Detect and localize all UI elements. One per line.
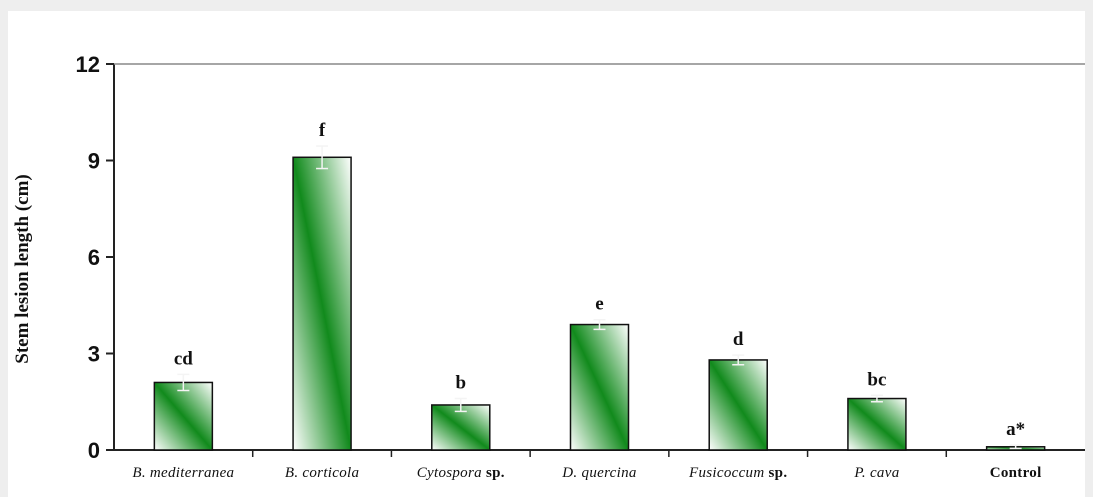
y-tick-label: 9 <box>88 149 100 174</box>
axes: 0 3 6 9 12 <box>76 52 1085 463</box>
x-category-label: Control <box>990 465 1042 481</box>
y-tick-label: 6 <box>88 245 100 270</box>
significance-labels: cd f b e d bc a* <box>174 120 1025 440</box>
bar <box>847 397 907 451</box>
significance-label: b <box>455 373 466 394</box>
x-category-label: Cytospora sp. <box>417 465 505 481</box>
significance-label: e <box>595 294 603 315</box>
significance-label: bc <box>867 369 886 390</box>
error-bars <box>177 145 1022 450</box>
bar <box>431 404 491 451</box>
chart-panel: 0 3 6 9 12 cd f b e d bc a* B. mediterranea B. cort… <box>8 11 1085 497</box>
y-tick-label: 0 <box>88 438 100 463</box>
y-axis-label: Stem lesion length (cm) <box>12 174 33 363</box>
y-tick-label: 12 <box>76 52 100 77</box>
significance-label: d <box>733 329 744 350</box>
x-category-label: B. mediterranea <box>132 465 234 481</box>
significance-label: a* <box>1006 419 1025 440</box>
x-category-label: B. corticola <box>285 465 359 481</box>
bar <box>292 156 352 451</box>
bars <box>153 156 1046 451</box>
bar <box>569 323 630 451</box>
x-category-label: D. quercina <box>561 465 636 481</box>
bar-chart: 0 3 6 9 12 cd f b e d bc a* B. mediterranea B. cort… <box>12 52 1085 481</box>
x-axis-categories: B. mediterranea B. corticola Cytospora sp.… <box>132 465 1041 481</box>
significance-label: f <box>319 120 326 141</box>
y-tick-label: 3 <box>88 342 100 367</box>
bar <box>153 381 214 451</box>
x-category-label: Fusicoccum sp. <box>688 465 787 481</box>
significance-label: cd <box>174 348 193 369</box>
bar <box>708 359 768 451</box>
x-category-label: P. cava <box>853 465 899 481</box>
